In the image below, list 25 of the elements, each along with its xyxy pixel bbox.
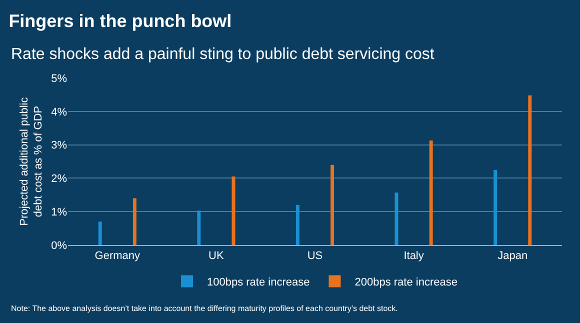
bar <box>330 164 334 245</box>
text: Note: The above analysis doesn’t take into account the differing maturity profiles of each country’s debt stock. <box>11 304 398 313</box>
y-tick-label: 5% <box>51 72 68 85</box>
legend-label: 100bps rate increase <box>207 276 310 288</box>
x-tick-label: US <box>307 250 323 262</box>
x-tick-label: Italy <box>404 250 424 262</box>
x-tick-label: UK <box>208 250 225 262</box>
y-tick-label: 2% <box>51 173 68 186</box>
x-tick-label: Japan <box>498 250 528 262</box>
bar <box>528 95 532 245</box>
bar <box>98 222 102 245</box>
y-tick-label: 3% <box>51 140 68 152</box>
y-axis-title: Projected additional public debt cost as % of GDP <box>18 96 45 226</box>
bar <box>429 140 433 245</box>
bar <box>296 204 300 245</box>
bar <box>197 210 201 245</box>
legend-label: 200bps rate increase <box>354 276 458 288</box>
y-tick-label: 0% <box>51 240 68 252</box>
chart-title: Fingers in the punch bowl <box>8 11 232 32</box>
y-tick-label: 1% <box>51 206 68 218</box>
bar <box>132 198 136 245</box>
bar <box>494 170 498 245</box>
x-tick-label: Germany <box>94 250 141 262</box>
chart-subtitle: Rate shocks add a painful sting to public debt servicing cost <box>11 46 435 63</box>
y-tick-label: 4% <box>51 106 68 118</box>
